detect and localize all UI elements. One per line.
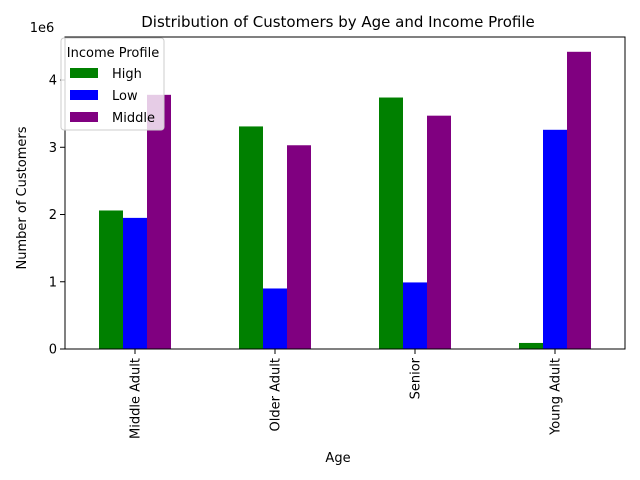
bar-low-young-adult [543, 129, 567, 349]
legend-label-high: High [112, 67, 142, 82]
y-ticks: 0 1 2 3 4 [49, 74, 65, 358]
bar-middle-young-adult [567, 51, 591, 350]
x-tick-label: Older Adult [269, 358, 284, 431]
bars-layer [99, 51, 591, 350]
legend-box [60, 37, 165, 131]
bar-low-middle-adult [123, 217, 147, 349]
y-tick-label: 0 [49, 343, 57, 358]
bar-low-senior [403, 282, 427, 349]
legend-swatch-high [70, 68, 98, 78]
bar-low-older-adult [263, 288, 287, 349]
chart-title: Distribution of Customers by Age and Inc… [141, 13, 535, 31]
y-axis-label: Number of Customers [15, 126, 30, 269]
bar-middle-middle-adult [147, 94, 171, 350]
y-tick-label: 4 [49, 74, 57, 89]
y-tick-label: 1 [49, 275, 57, 290]
plot-frame [64, 36, 626, 350]
legend-label-middle: Middle [112, 111, 155, 126]
bar-middle-senior [427, 115, 451, 349]
legend-swatch-middle [70, 112, 98, 122]
x-tick-label: Young Adult [549, 358, 564, 436]
x-tick-label: Middle Adult [129, 358, 144, 439]
y-tick-label: 2 [49, 208, 57, 223]
x-tick-label: Senior [409, 357, 424, 399]
bar-high-young-adult [519, 342, 543, 349]
legend-swatch-low [70, 90, 98, 100]
bar-middle-older-adult [287, 145, 311, 349]
bar-high-middle-adult [99, 210, 123, 349]
bar-high-older-adult [239, 126, 263, 350]
legend-label-low: Low [112, 89, 138, 104]
x-ticks: Middle Adult Older Adult Senior Young Adult [129, 349, 564, 439]
x-axis-label: Age [325, 451, 350, 466]
legend: Income Profile High Low Middle [60, 37, 165, 131]
legend-items: High Low Middle [70, 67, 155, 126]
bar-high-senior [379, 97, 403, 349]
y-tick-label: 3 [49, 141, 57, 156]
legend-title: Income Profile [67, 46, 159, 61]
y-offset-label: 1e6 [30, 21, 55, 36]
